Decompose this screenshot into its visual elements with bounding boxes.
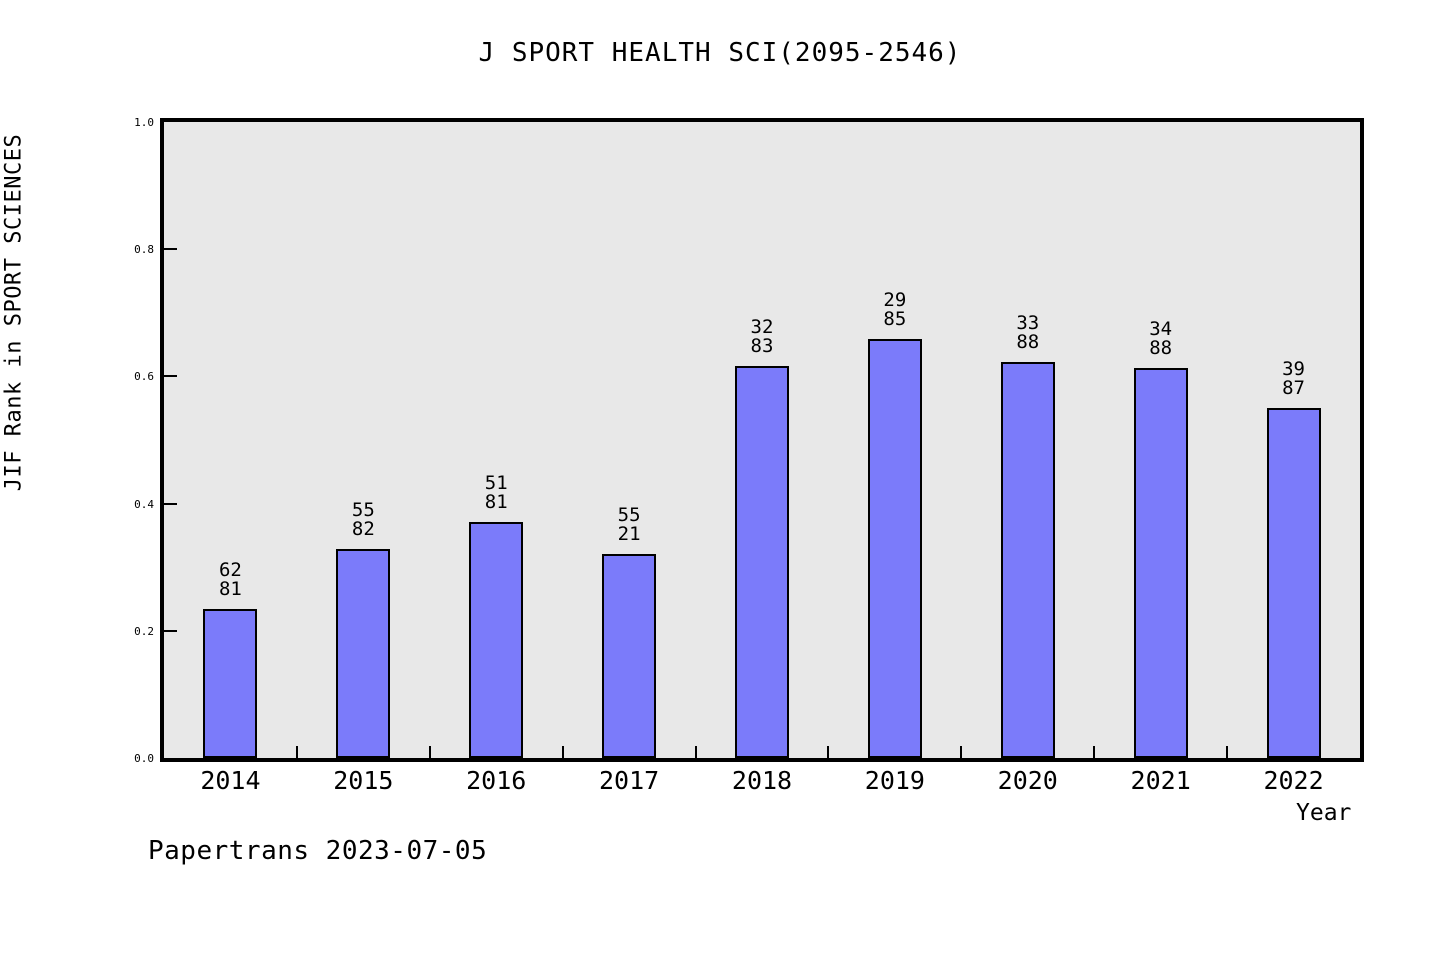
bar-label-numerator: 62 [218,558,242,581]
bar-label-denominator: 85 [883,307,907,330]
y-tick-label: 0.6 [134,370,154,384]
bar-value-label: 29 85 [845,288,945,330]
bar-label-denominator: 83 [750,335,774,358]
bar[interactable] [336,548,391,758]
bar-label-denominator: 88 [1149,337,1173,360]
bar-label-numerator: 51 [484,472,508,495]
bar-value-label: 33 88 [978,311,1078,353]
bar[interactable] [469,522,524,758]
bar[interactable] [867,338,922,758]
x-tick-mark [694,746,697,758]
bar[interactable] [1266,407,1321,758]
bar-label-denominator: 82 [351,517,375,540]
bar[interactable] [602,553,657,758]
bar[interactable] [1133,368,1188,758]
bar-value-label: 51 81 [446,474,546,512]
x-tick-label: 2022 [1263,766,1324,795]
x-tick-label: 2015 [333,766,394,795]
x-tick-label: 2014 [200,766,261,795]
bar-label-denominator: 88 [1016,330,1040,353]
x-tick-label: 2021 [1130,766,1191,795]
y-tick-mark [164,375,177,378]
x-tick-label: 2016 [466,766,527,795]
x-tick-label: 2017 [599,766,660,795]
x-tick-mark [1226,746,1229,758]
bar-label-numerator: 29 [883,288,907,311]
bar-label-denominator: 21 [617,522,641,545]
x-tick-mark [295,746,298,758]
bar-label-numerator: 34 [1149,318,1173,341]
x-tick-mark [960,746,963,758]
bar-label-numerator: 55 [617,503,641,526]
y-tick-label: 0.2 [134,624,154,638]
x-axis-title: Year [1296,800,1352,826]
bar-value-label: 39 87 [1244,357,1344,399]
bar-label-denominator: 81 [484,491,508,514]
bar-label-numerator: 55 [351,498,375,521]
bar-value-label: 62 81 [180,558,280,600]
bar-label-numerator: 33 [1016,311,1040,334]
bar-label-denominator: 81 [218,577,242,600]
bar[interactable] [1000,361,1055,758]
y-tick-mark [164,629,177,632]
x-tick-label: 2020 [997,766,1058,795]
y-axis-title: JIF Rank in SPORT SCIENCES [1,133,27,492]
y-tick-label: 1.0 [134,116,154,129]
y-tick-mark [164,248,177,251]
x-tick-mark [1093,746,1096,758]
x-tick-label: 2019 [864,766,925,795]
x-tick-label: 2018 [731,766,793,795]
plot-area [160,118,1364,762]
y-tick-label: 0.4 [134,497,154,511]
bar-value-label: 55 21 [579,503,679,545]
bar[interactable] [203,608,258,758]
bar-label-denominator: 87 [1282,376,1305,399]
plot-inner [164,122,1360,758]
footer-note: Papertrans 2023-07-05 [148,836,488,866]
bar-value-label: 34 88 [1111,320,1211,358]
bar-value-label: 55 82 [313,498,413,540]
x-tick-mark [561,746,564,758]
bar[interactable] [735,366,789,758]
bar-value-label: 32 83 [712,318,812,356]
y-tick-mark [164,502,177,505]
chart-title: J SPORT HEALTH SCI(2095-2546) [478,38,962,68]
bar-label-numerator: 39 [1282,357,1305,380]
x-tick-mark [827,746,830,758]
y-tick-label: 0.8 [134,243,154,257]
y-tick-label: 0.0 [134,752,154,765]
bar-label-numerator: 32 [750,316,774,339]
x-tick-mark [428,746,431,758]
